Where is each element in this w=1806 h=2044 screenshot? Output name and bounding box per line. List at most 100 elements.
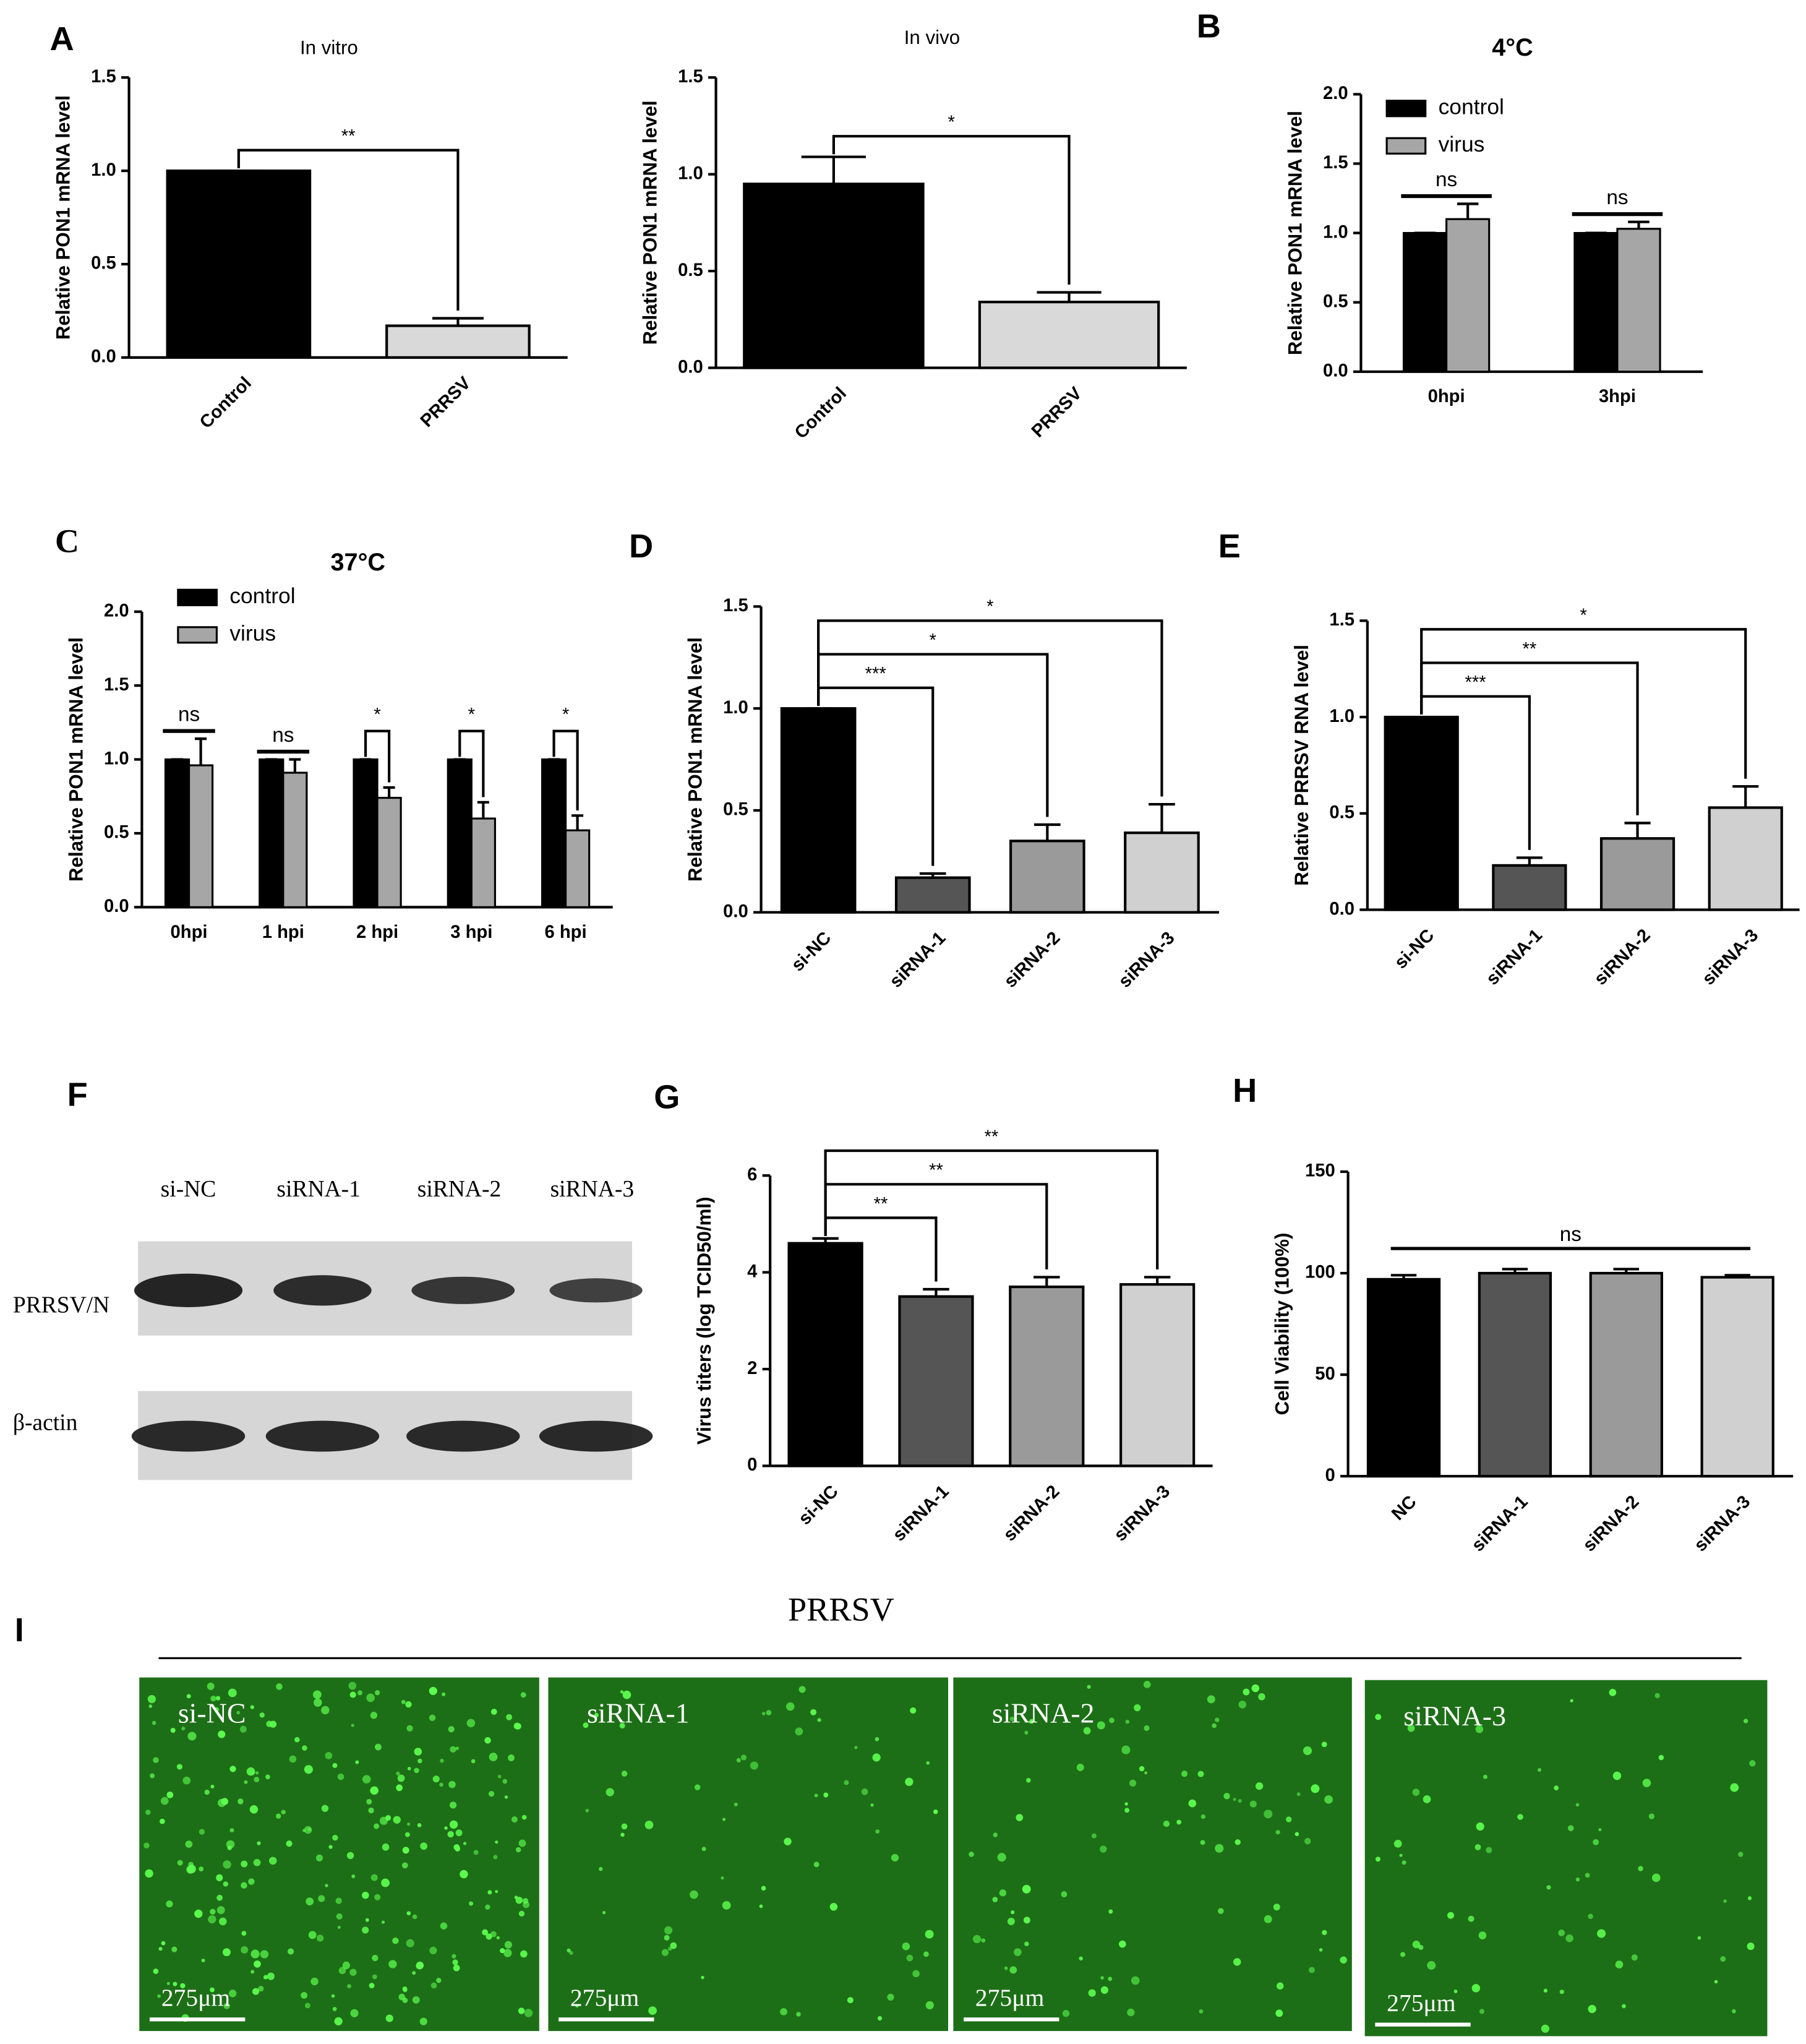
fluorescent-cell [1631,1954,1638,1961]
fluorescent-cell [1076,1763,1084,1771]
fluorescent-cell [722,1818,726,1821]
fluorescent-cell [575,2004,579,2008]
significance-bracket [364,729,391,783]
fluorescent-cell [644,1821,654,1829]
fluorescent-cell [332,2006,337,2011]
microscopy-label: siRNA-2 [992,1698,1095,1729]
fluorescent-cell [302,1829,306,1832]
fluorescent-cell [891,1853,899,1862]
fluorescent-cell [1079,1956,1083,1960]
fluorescent-cell [412,1914,417,1920]
bar [1402,232,1448,373]
scale-bar-label: 275μm [975,1984,1045,2011]
y-tick-label: 50 [1315,1364,1335,1384]
fluorescent-cell [372,1974,377,1980]
fluorescent-cell [1538,1767,1542,1772]
fluorescent-cell [396,1784,403,1792]
fluorescent-cell [313,1690,322,1699]
fluorescent-cell [239,1725,247,1733]
x-tick-label: siRNA-3 [1110,1482,1174,1545]
fluorescent-cell [1393,1839,1402,1848]
fluorescent-cell [1264,1810,1273,1819]
fluorescent-cell [208,1915,216,1924]
fluorescent-cell [1418,1944,1424,1950]
fluorescent-cell [1009,1716,1014,1722]
fluorescent-cell [204,1789,210,1795]
fluorescent-cell [210,1909,216,1915]
fluorescent-cell [238,1798,244,1805]
fluorescent-cell [160,1818,165,1824]
fluorescent-cell [180,1983,186,1988]
fluorescent-cell [923,1951,929,1957]
significance-label: ** [929,1161,943,1180]
significance-label: * [374,705,380,724]
significance-bracket [552,729,579,810]
fluorescent-cell [902,1942,910,1951]
fluorescent-cell [1399,1853,1403,1857]
fluorescent-cell [432,1776,440,1783]
fluorescent-cell [214,1707,220,1712]
fluorescent-cell [1007,1917,1015,1925]
fluorescent-cell [1276,1982,1284,1990]
fluorescent-cell [621,1823,628,1830]
fluorescent-cell [813,1862,820,1868]
microscopy-title: PRRSV [788,1591,894,1628]
fluorescent-cell [442,1692,446,1696]
fluorescent-cell [1474,1844,1481,1850]
fluorescent-cell [1023,1917,1030,1924]
microscopy-image: si-NC 275μm [139,1677,539,2032]
fluorescent-cell [1575,1803,1580,1807]
y-tick-label: 0.5 [91,254,116,273]
x-tick-label: PRRSV [417,373,475,431]
fluorescent-cell [1559,1990,1564,1995]
y-tick-label: 1.0 [104,749,129,768]
fluorescent-cell [1543,1988,1548,1993]
fluorescent-cell [1118,1940,1126,1948]
fluorescent-cell [620,1690,624,1694]
bar [1700,1276,1774,1478]
fluorescent-cell [933,1809,938,1814]
fluorescent-cell [241,1860,248,1868]
y-tick-label: 0.0 [1329,899,1354,919]
fluorescent-cell [250,1949,260,1959]
fluorescent-cell [207,1682,215,1690]
fluorescent-cell [429,1946,437,1955]
fluorescent-cell [1256,1782,1264,1790]
fluorescent-cell [381,1920,385,1924]
fluorescent-cell [241,1946,249,1954]
bar [1589,1271,1663,1478]
fluorescent-cell [1011,1910,1015,1915]
fluorescent-cell [452,1954,456,1959]
fluorescent-cell [349,1691,356,1698]
y-tick-label: 0 [747,1455,757,1475]
x-tick-label: siRNA-2 [999,1482,1063,1545]
fluorescent-cell [487,1890,492,1895]
fluorescent-cell [814,1793,818,1798]
fluorescent-cell [182,1776,191,1785]
fluorescent-cell [216,1906,225,1915]
fluorescent-cell [1215,1844,1224,1853]
fluorescent-cell [1139,1766,1145,1772]
microscopy-label: siRNA-1 [587,1698,690,1729]
legend-label: control [1439,95,1504,119]
fluorescent-cell [1212,1723,1217,1728]
fluorescent-cell [385,1814,392,1821]
fluorescent-cell [450,1801,457,1809]
fluorescent-cell [872,1753,881,1762]
fluorescent-cell [185,1840,193,1848]
y-axis-label: Relative PON1 mRNA level [640,100,661,345]
blot-row-label: PRRSV/N [13,1293,109,1318]
fluorescent-cell [1108,1909,1113,1914]
fluorescent-cell [369,1983,375,1988]
fluorescent-cell [1303,1746,1312,1755]
bar [164,758,190,908]
legend-label: control [229,583,295,608]
fluorescent-cell [925,2001,934,2009]
fluorescent-cell [332,1834,338,1841]
fluorescent-cell [1592,2008,1596,2012]
fluorescent-cell [229,1766,236,1772]
fluorescent-cell [1295,1832,1299,1836]
fluorescent-cell [1738,1852,1744,1857]
fluorescent-cell [153,1757,159,1763]
fluorescent-cell [823,1792,829,1798]
